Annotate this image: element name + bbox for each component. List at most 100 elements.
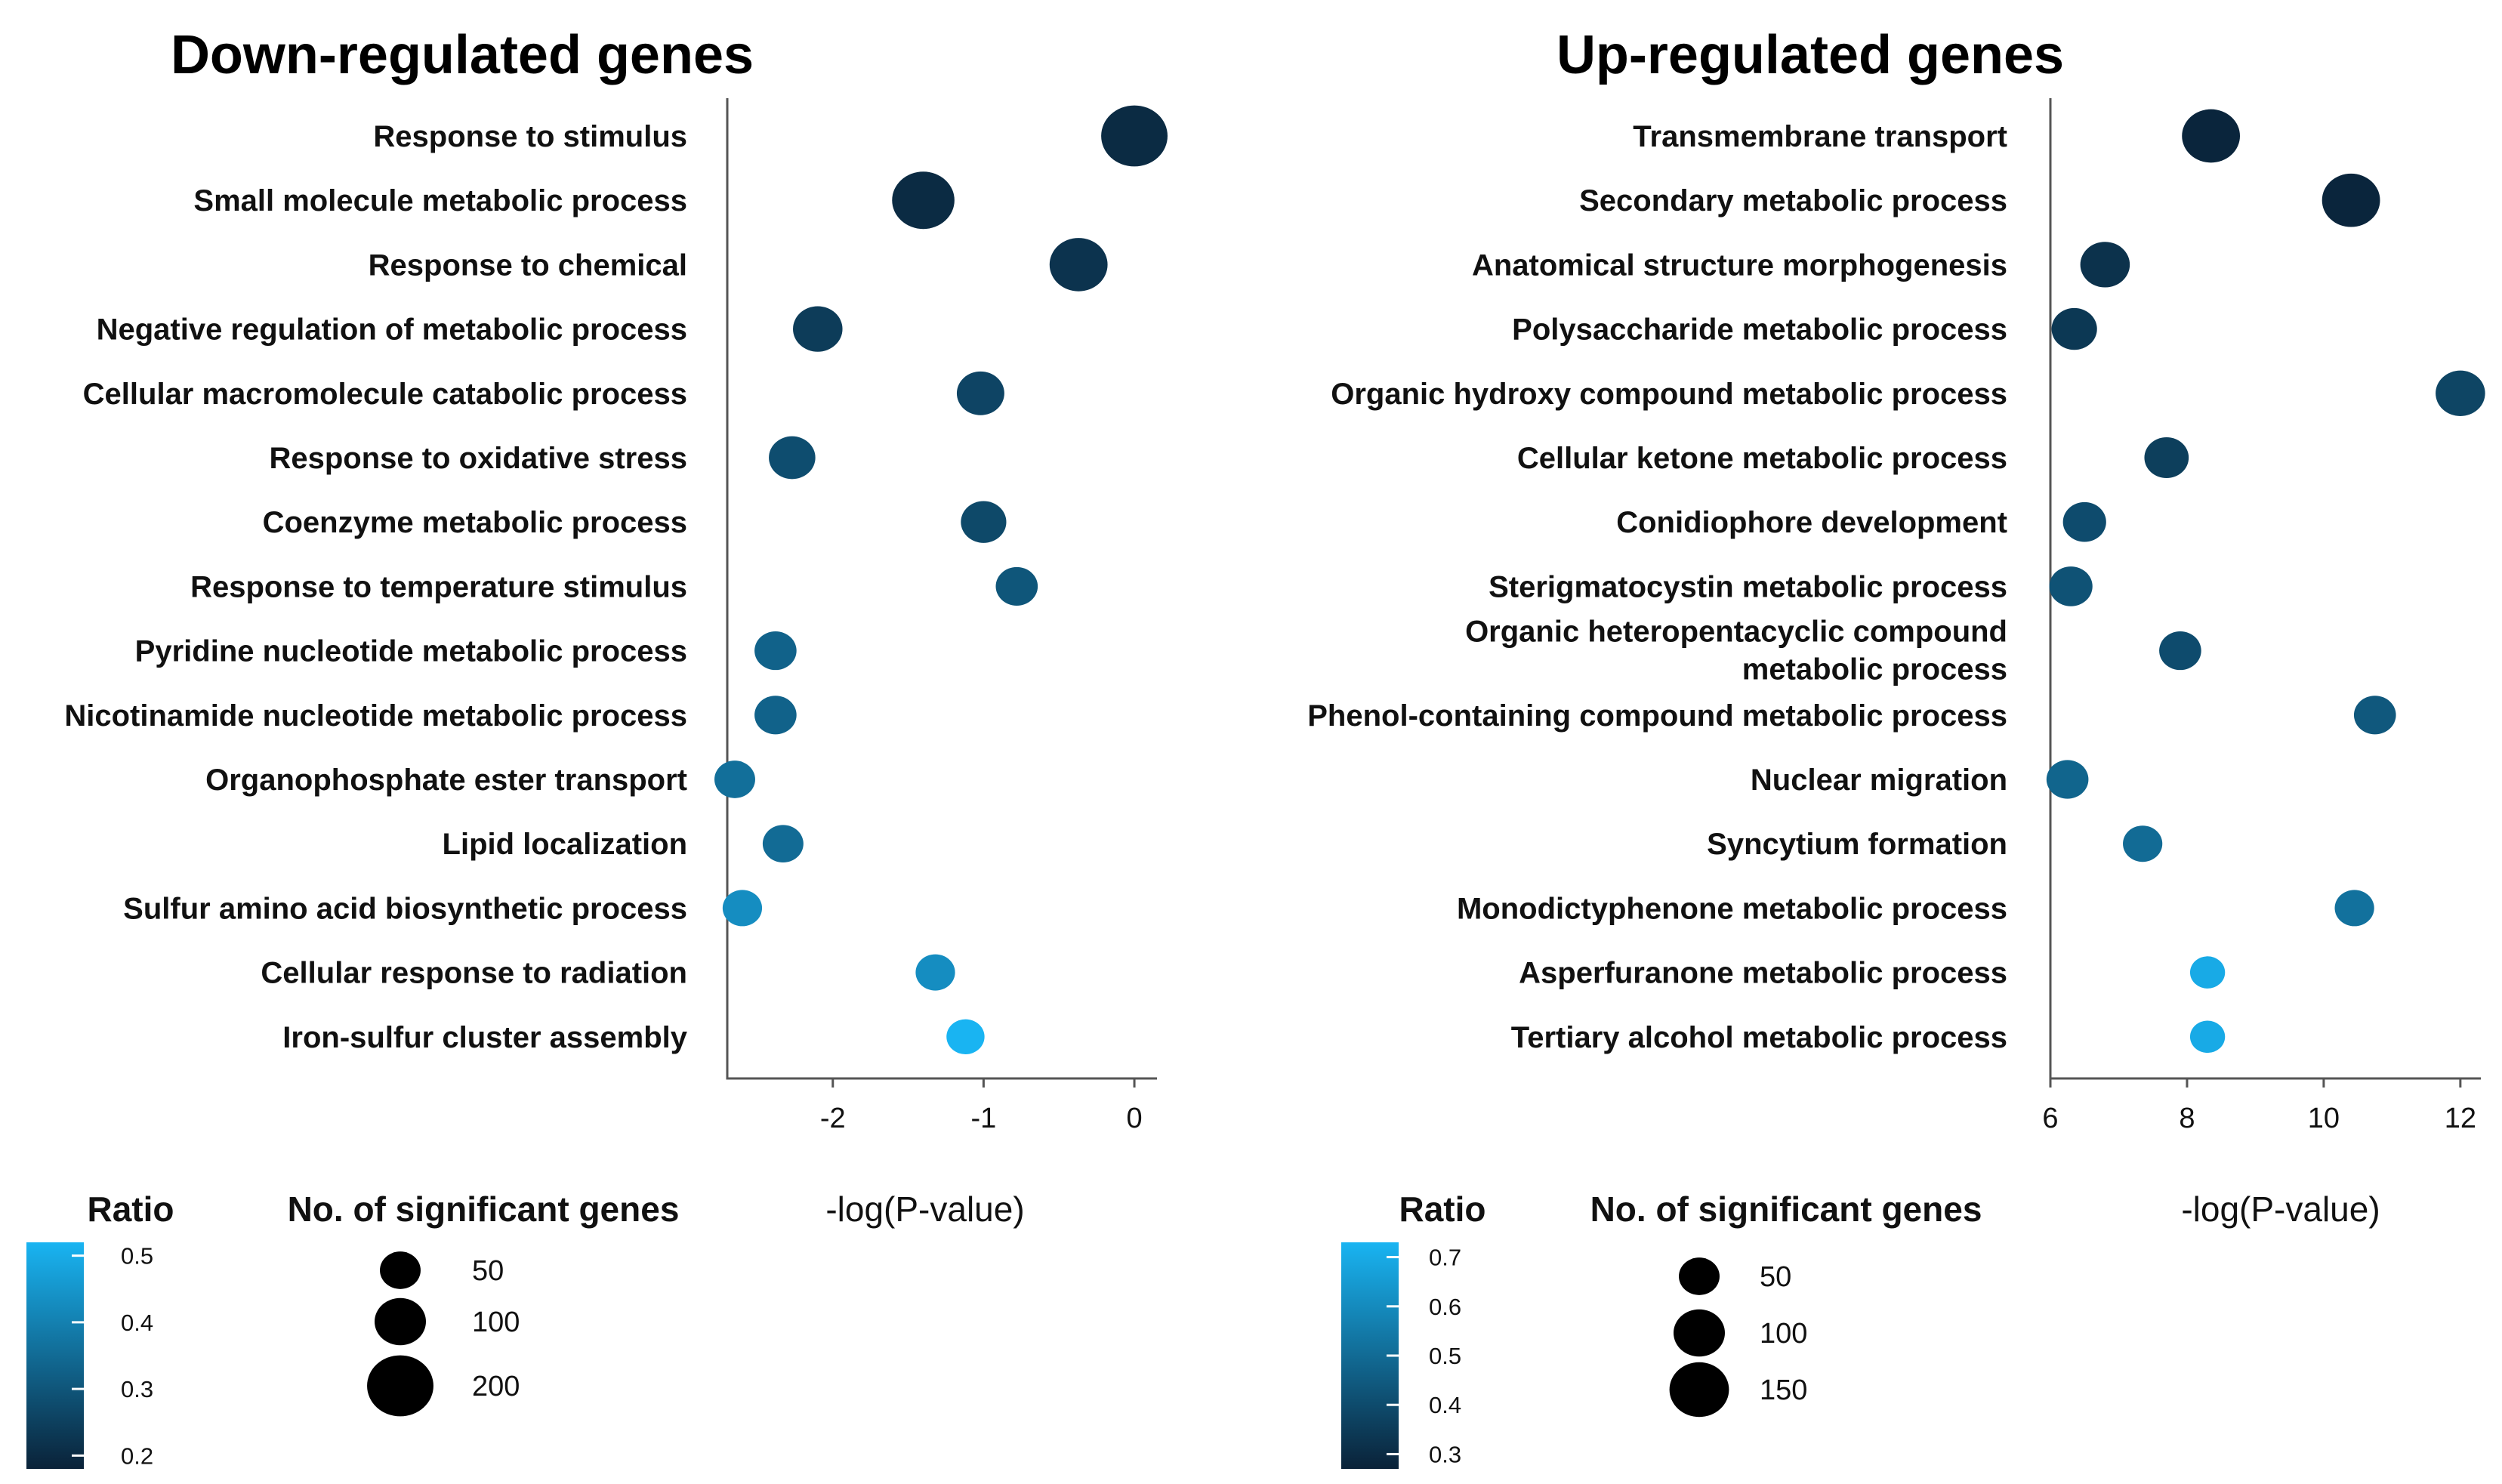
data-point [1049,238,1108,292]
ratio-tick-label: 0.5 [121,1243,153,1270]
term-label: Small molecule metabolic process [193,184,687,218]
data-point [892,171,955,230]
term-label: Syncytium formation [1707,828,2007,861]
term-labels: Transmembrane transport Secondary metabol… [1307,120,2007,1054]
ratio-tick-label: 0.7 [1429,1245,1461,1271]
data-point [956,371,1004,415]
x-tick-label: 6 [2042,1103,2058,1134]
x-axis-label: -log(P-value) [825,1189,1024,1229]
data-point [2049,566,2093,606]
size-legend-title: No. of significant genes [1590,1189,1982,1229]
ratio-tick-label: 0.3 [1429,1441,1461,1467]
data-point [2353,696,2396,735]
size-legend-label: 50 [1760,1261,1791,1293]
data-point [961,501,1007,543]
x-ticks: 6 8 10 12 [2042,1078,2476,1134]
x-tick-label: 10 [2308,1103,2340,1134]
term-label: Organic hydroxy compound metabolic proce… [1331,378,2007,411]
term-label: Iron-sulfur cluster assembly [282,1021,687,1054]
axis-lines [726,98,1157,1080]
term-label: Sulfur amino acid biosynthetic process [123,892,687,925]
data-point [2123,825,2163,862]
x-axis-label: -log(P-value) [2181,1189,2380,1229]
term-label: Coenzyme metabolic process [263,506,687,539]
size-legend-dot [1679,1257,1720,1295]
x-ticks: -2 -1 0 [820,1078,1143,1134]
data-point [2062,501,2106,542]
data-point [2322,173,2380,227]
size-legend-dot [367,1355,433,1417]
data-point [2051,307,2097,350]
data-point [769,436,816,480]
term-label: Lipid localization [443,828,687,861]
ratio-legend-title: Ratio [1399,1189,1486,1229]
x-tick-label: -1 [971,1103,997,1134]
term-label: Cellular response to radiation [261,957,687,990]
data-point [2436,370,2485,416]
term-label: Phenol-containing compound metabolic pro… [1307,699,2007,733]
data-point [762,825,804,863]
ratio-legend: Ratio 0.5 0.4 0.3 0.2 [26,1189,174,1469]
size-legend-label: 150 [1760,1374,1807,1406]
chart-title: Down-regulated genes [171,25,754,85]
term-label: Conidiophore development [1616,506,2007,539]
ratio-legend: Ratio 0.7 0.6 0.5 0.4 0.3 [1341,1189,1486,1469]
data-point [946,1019,985,1054]
size-legend-items: 50 100 150 [1669,1257,1807,1418]
size-legend-dot [375,1297,426,1346]
term-labels: Response to stimulus Small molecule metab… [64,120,687,1054]
term-label: Negative regulation of metabolic process [97,313,687,347]
ratio-ticks: 0.7 0.6 0.5 0.4 0.3 [1387,1245,1461,1467]
data-point [2144,437,2189,479]
term-label: Organic heteropentacyclic compound [1465,616,2007,649]
data-point [2334,890,2374,927]
data-points [2046,109,2485,1054]
data-point [2046,760,2089,799]
up-regulated-panel: Up-regulated genes Transmembrane transpo… [1307,25,2485,1469]
term-label: Pyridine nucleotide metabolic process [135,635,687,668]
down-regulated-panel: Down-regulated genes Response to stimulu… [26,25,1168,1469]
data-point [995,566,1038,606]
term-label: Nuclear migration [1751,764,2007,797]
size-legend-label: 200 [472,1371,520,1402]
ratio-tick-label: 0.3 [121,1376,153,1402]
data-point [915,954,955,991]
size-legend-dot [1674,1309,1725,1357]
data-point [754,631,797,671]
data-point [1101,105,1168,167]
data-point [754,696,797,735]
ratio-tick-label: 0.6 [1429,1294,1461,1320]
term-label: Secondary metabolic process [1579,184,2007,218]
data-point [2189,956,2226,989]
data-point [2182,109,2241,163]
ratio-colorbar [26,1242,84,1469]
ratio-tick-label: 0.5 [1429,1343,1461,1369]
ratio-legend-title: Ratio [88,1189,174,1229]
term-label: Anatomical structure morphogenesis [1472,248,2007,282]
x-tick-label: 8 [2179,1103,2195,1134]
data-point [722,890,763,927]
term-label: Cellular macromolecule catabolic process [83,378,687,411]
data-point [793,306,843,352]
ratio-tick-label: 0.4 [1429,1392,1461,1418]
term-label: Response to chemical [369,248,687,282]
size-legend: No. of significant genes 50 100 150 [1590,1189,1982,1418]
term-label: metabolic process [1742,653,2007,686]
term-label: Asperfuranone metabolic process [1519,957,2007,990]
term-label: Cellular ketone metabolic process [1517,442,2007,475]
x-tick-label: -2 [820,1103,846,1134]
term-label: Transmembrane transport [1633,120,2007,153]
size-legend-title: No. of significant genes [288,1189,680,1229]
term-label: Response to stimulus [373,120,687,153]
ratio-tick-label: 0.2 [121,1442,153,1469]
term-label: Organophosphate ester transport [205,764,687,797]
term-label: Tertiary alcohol metabolic process [1511,1021,2007,1054]
size-legend-items: 50 100 200 [367,1251,520,1417]
size-legend: No. of significant genes 50 100 200 [288,1189,680,1417]
data-point [2159,631,2201,671]
size-legend-label: 50 [472,1255,504,1287]
data-point [2080,242,2130,288]
term-label: Monodictyphenone metabolic process [1457,892,2007,925]
size-legend-dot [380,1251,421,1289]
